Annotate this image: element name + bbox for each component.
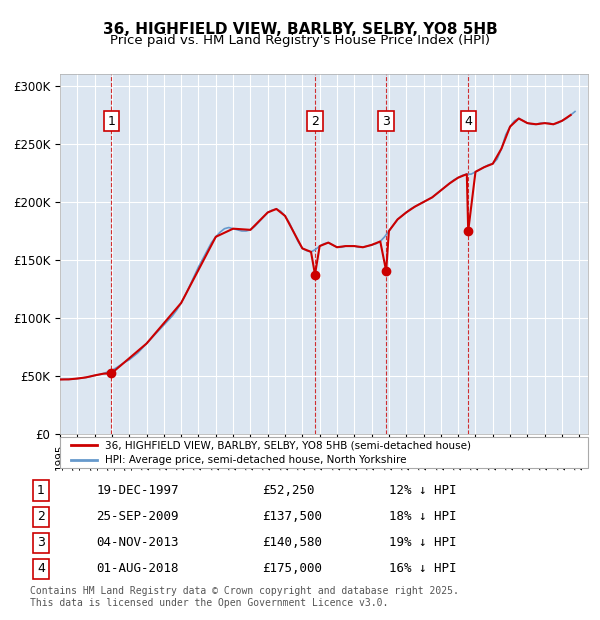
Text: 2: 2 (311, 115, 319, 128)
Text: 12% ↓ HPI: 12% ↓ HPI (389, 484, 457, 497)
Text: Price paid vs. HM Land Registry's House Price Index (HPI): Price paid vs. HM Land Registry's House … (110, 34, 490, 47)
Text: 36, HIGHFIELD VIEW, BARLBY, SELBY, YO8 5HB (semi-detached house): 36, HIGHFIELD VIEW, BARLBY, SELBY, YO8 5… (105, 440, 471, 451)
Text: £175,000: £175,000 (262, 562, 322, 575)
Text: 18% ↓ HPI: 18% ↓ HPI (389, 510, 457, 523)
Text: £137,500: £137,500 (262, 510, 322, 523)
Text: 4: 4 (464, 115, 472, 128)
Text: HPI: Average price, semi-detached house, North Yorkshire: HPI: Average price, semi-detached house,… (105, 454, 406, 465)
Text: 01-AUG-2018: 01-AUG-2018 (96, 562, 179, 575)
Text: 1: 1 (37, 484, 45, 497)
FancyBboxPatch shape (60, 437, 588, 468)
Text: 4: 4 (37, 562, 45, 575)
Text: £140,580: £140,580 (262, 536, 322, 549)
Text: 3: 3 (37, 536, 45, 549)
Text: 3: 3 (382, 115, 390, 128)
Text: 36, HIGHFIELD VIEW, BARLBY, SELBY, YO8 5HB: 36, HIGHFIELD VIEW, BARLBY, SELBY, YO8 5… (103, 22, 497, 37)
Text: 2: 2 (37, 510, 45, 523)
Text: 16% ↓ HPI: 16% ↓ HPI (389, 562, 457, 575)
Text: £52,250: £52,250 (262, 484, 314, 497)
Text: 19-DEC-1997: 19-DEC-1997 (96, 484, 179, 497)
Text: 25-SEP-2009: 25-SEP-2009 (96, 510, 179, 523)
Text: 19% ↓ HPI: 19% ↓ HPI (389, 536, 457, 549)
Text: 04-NOV-2013: 04-NOV-2013 (96, 536, 179, 549)
Text: 1: 1 (107, 115, 115, 128)
Text: Contains HM Land Registry data © Crown copyright and database right 2025.
This d: Contains HM Land Registry data © Crown c… (30, 586, 459, 608)
